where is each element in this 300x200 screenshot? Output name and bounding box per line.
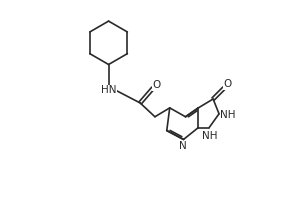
Text: O: O xyxy=(153,80,161,90)
Text: N: N xyxy=(179,141,186,151)
Text: NH: NH xyxy=(202,131,218,141)
Text: NH: NH xyxy=(220,110,236,120)
Text: HN: HN xyxy=(101,85,116,95)
Text: O: O xyxy=(224,79,232,89)
